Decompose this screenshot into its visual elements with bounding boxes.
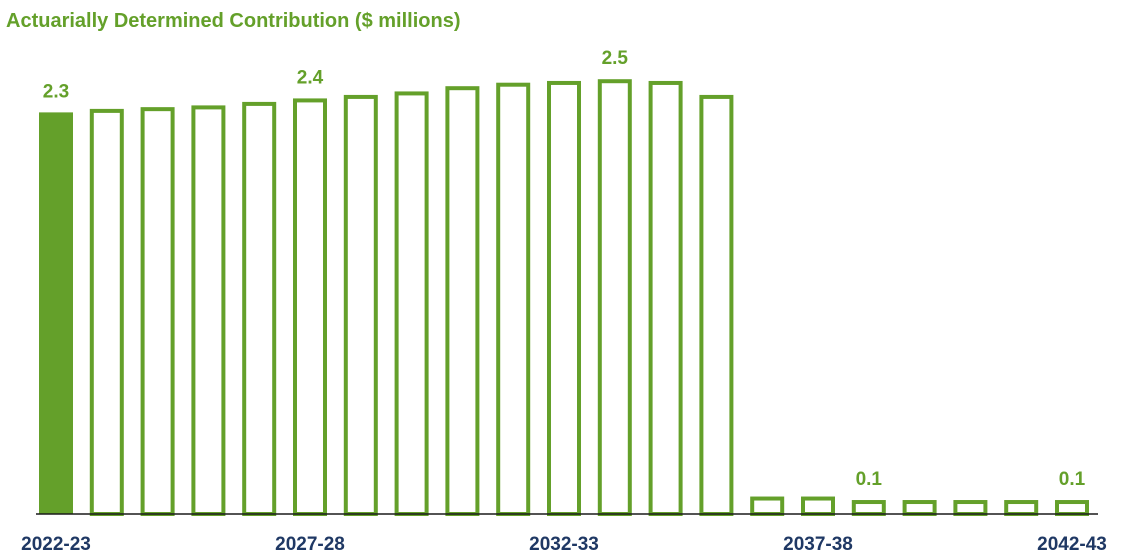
bar: [39, 112, 73, 514]
chart-title: Actuarially Determined Contribution ($ m…: [6, 10, 461, 32]
x-tick-label: 2032-33: [529, 534, 599, 555]
bar: [394, 91, 429, 517]
bar: [902, 500, 937, 516]
bar: [89, 108, 124, 517]
bar: [1004, 500, 1039, 516]
bar: [750, 496, 785, 516]
x-tick-label: 2027-28: [275, 534, 345, 555]
data-label: 2.4: [297, 67, 324, 88]
bar: [242, 101, 277, 517]
bar: [801, 496, 835, 516]
bar: [648, 80, 683, 516]
bar: [851, 500, 886, 516]
x-tick-label: 2022-23: [21, 534, 91, 555]
data-label: 0.1: [1059, 469, 1086, 490]
bar: [547, 80, 581, 516]
bar: [343, 94, 378, 517]
bar: [293, 98, 327, 517]
x-tick-label: 2037-38: [783, 534, 853, 555]
data-label: 0.1: [856, 469, 883, 490]
bar: [496, 82, 531, 516]
data-label: 2.5: [602, 48, 629, 69]
bar: [191, 105, 226, 517]
bar: [597, 79, 632, 516]
bar: [1055, 500, 1089, 516]
x-tick-label: 2042-43: [1037, 534, 1107, 555]
data-label: 2.3: [43, 81, 69, 102]
bar: [445, 86, 480, 516]
bar: [953, 500, 988, 516]
bar: [699, 94, 734, 517]
bar: [140, 107, 175, 517]
